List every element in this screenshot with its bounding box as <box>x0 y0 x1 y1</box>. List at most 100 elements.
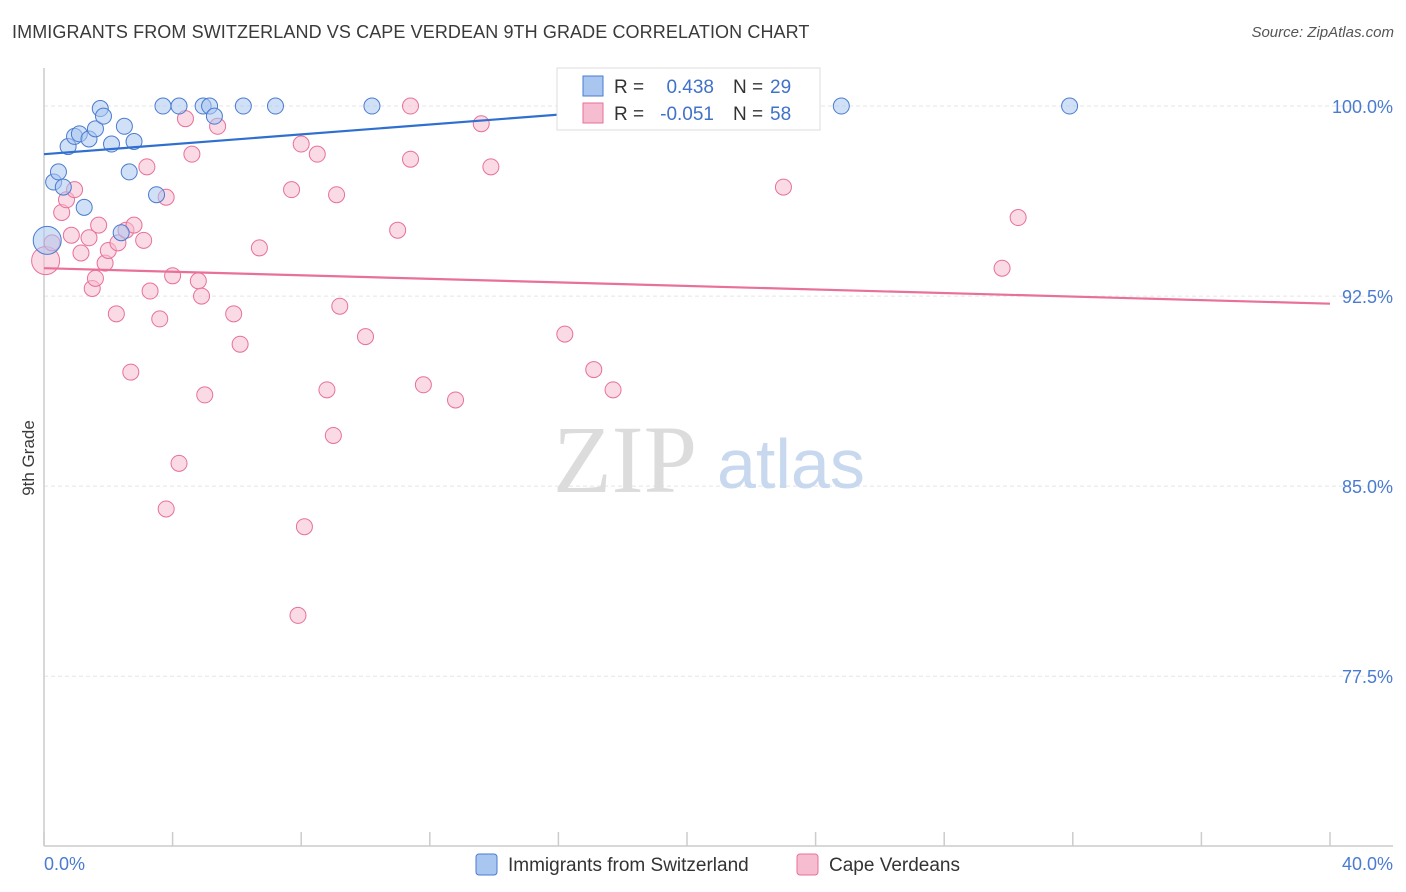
y-tick-label: 100.0% <box>1332 97 1393 117</box>
point-cape-verdean[interactable] <box>283 181 301 199</box>
point-cape-verdean[interactable] <box>80 229 98 247</box>
point-cape-verdean[interactable] <box>86 269 104 287</box>
watermark-atlas: atlas <box>717 425 865 503</box>
point-switzerland[interactable] <box>112 224 130 242</box>
point-switzerland[interactable] <box>75 198 93 216</box>
stats-legend-box: R = 0.438 N = 29 R = -0.051 N = 58 <box>556 67 821 131</box>
point-switzerland[interactable] <box>148 186 166 204</box>
y-axis-label: 9th Grade <box>19 420 38 496</box>
point-cape-verdean[interactable] <box>604 381 622 399</box>
legend-label-cape-verdeans[interactable]: Cape Verdeans <box>829 855 960 876</box>
x-ticks <box>43 832 1331 846</box>
point-cape-verdean[interactable] <box>556 325 574 343</box>
point-cape-verdean[interactable] <box>135 231 153 249</box>
stats-n-label-pink: N = <box>733 104 763 125</box>
point-switzerland[interactable] <box>234 97 252 115</box>
point-cape-verdean[interactable] <box>107 305 125 323</box>
point-switzerland[interactable] <box>120 163 138 181</box>
point-switzerland[interactable] <box>32 225 62 255</box>
trend-line-cape-verdeans <box>43 267 1331 305</box>
point-cape-verdean[interactable] <box>196 386 214 404</box>
y-tick-label: 92.5% <box>1342 287 1393 307</box>
y-tick-label: 85.0% <box>1342 477 1393 497</box>
axes <box>43 68 1393 847</box>
stats-swatch-blue <box>582 75 604 97</box>
point-cape-verdean[interactable] <box>183 145 201 163</box>
series-cape-verdeans <box>31 97 1027 624</box>
point-switzerland[interactable] <box>86 120 104 138</box>
point-switzerland[interactable] <box>54 178 72 196</box>
point-switzerland[interactable] <box>115 117 133 135</box>
stats-r-label-blue: R = <box>614 77 644 98</box>
point-switzerland[interactable] <box>205 107 223 125</box>
watermark-zip: ZIP <box>553 406 697 513</box>
point-cape-verdean[interactable] <box>328 186 346 204</box>
point-cape-verdean[interactable] <box>402 97 420 115</box>
point-cape-verdean[interactable] <box>447 391 465 409</box>
point-cape-verdean[interactable] <box>138 158 156 176</box>
point-switzerland[interactable] <box>266 97 284 115</box>
point-switzerland[interactable] <box>94 107 112 125</box>
y-tick-labels: 100.0% 92.5% 85.0% 77.5% <box>1332 97 1393 687</box>
stats-r-value-blue: 0.438 <box>666 77 714 98</box>
legend-swatch-blue[interactable] <box>475 853 498 876</box>
stats-swatch-pink <box>582 102 604 124</box>
point-switzerland[interactable] <box>832 97 850 115</box>
stats-n-value-pink: 58 <box>770 104 791 125</box>
point-cape-verdean[interactable] <box>331 297 349 315</box>
point-cape-verdean[interactable] <box>125 216 143 234</box>
source-label[interactable]: Source: ZipAtlas.com <box>1251 24 1394 41</box>
point-cape-verdean[interactable] <box>250 239 268 257</box>
point-cape-verdean[interactable] <box>414 376 432 394</box>
stats-n-value-blue: 29 <box>770 77 791 98</box>
point-cape-verdean[interactable] <box>774 178 792 196</box>
chart-title: IMMIGRANTS FROM SWITZERLAND VS CAPE VERD… <box>12 22 810 42</box>
point-cape-verdean[interactable] <box>151 310 169 328</box>
x-tick-label-min: 0.0% <box>44 854 85 874</box>
point-cape-verdean[interactable] <box>90 216 108 234</box>
point-cape-verdean[interactable] <box>324 426 342 444</box>
point-cape-verdean[interactable] <box>472 115 490 133</box>
point-switzerland[interactable] <box>170 97 188 115</box>
legend-swatch-pink[interactable] <box>796 853 819 876</box>
point-switzerland[interactable] <box>363 97 381 115</box>
point-switzerland[interactable] <box>49 163 67 181</box>
stats-r-value-pink: -0.051 <box>660 104 714 125</box>
stats-n-label-blue: N = <box>733 77 763 98</box>
grid-lines <box>44 105 1393 677</box>
point-cape-verdean[interactable] <box>308 145 326 163</box>
point-cape-verdean[interactable] <box>389 221 407 239</box>
point-cape-verdean[interactable] <box>72 244 90 262</box>
chart-legend: Immigrants from Switzerland Cape Verdean… <box>475 853 960 876</box>
point-cape-verdean[interactable] <box>318 381 336 399</box>
point-cape-verdean[interactable] <box>231 335 249 353</box>
point-cape-verdean[interactable] <box>164 267 182 285</box>
point-cape-verdean[interactable] <box>170 454 188 472</box>
point-cape-verdean[interactable] <box>289 606 307 624</box>
point-cape-verdean[interactable] <box>292 135 310 153</box>
point-cape-verdean[interactable] <box>189 272 207 290</box>
watermark: ZIP atlas <box>553 406 865 513</box>
point-switzerland[interactable] <box>125 132 143 150</box>
point-cape-verdean[interactable] <box>193 287 211 305</box>
point-cape-verdean[interactable] <box>993 259 1011 277</box>
point-cape-verdean[interactable] <box>357 328 374 346</box>
point-cape-verdean[interactable] <box>295 518 313 536</box>
stats-r-label-pink: R = <box>614 104 644 125</box>
point-switzerland[interactable] <box>154 97 172 115</box>
point-cape-verdean[interactable] <box>482 158 500 176</box>
point-switzerland[interactable] <box>1061 97 1079 115</box>
point-cape-verdean[interactable] <box>157 500 175 518</box>
point-cape-verdean[interactable] <box>585 361 603 379</box>
point-cape-verdean[interactable] <box>402 150 420 168</box>
point-cape-verdean[interactable] <box>122 363 140 381</box>
point-cape-verdean[interactable] <box>1009 209 1027 227</box>
point-cape-verdean[interactable] <box>225 305 243 323</box>
trend-lines <box>43 104 1331 305</box>
legend-label-switzerland[interactable]: Immigrants from Switzerland <box>508 855 749 876</box>
point-cape-verdean[interactable] <box>141 282 159 300</box>
point-cape-verdean[interactable] <box>62 226 80 244</box>
x-tick-label-max: 40.0% <box>1342 854 1393 874</box>
y-tick-label: 77.5% <box>1342 667 1393 687</box>
